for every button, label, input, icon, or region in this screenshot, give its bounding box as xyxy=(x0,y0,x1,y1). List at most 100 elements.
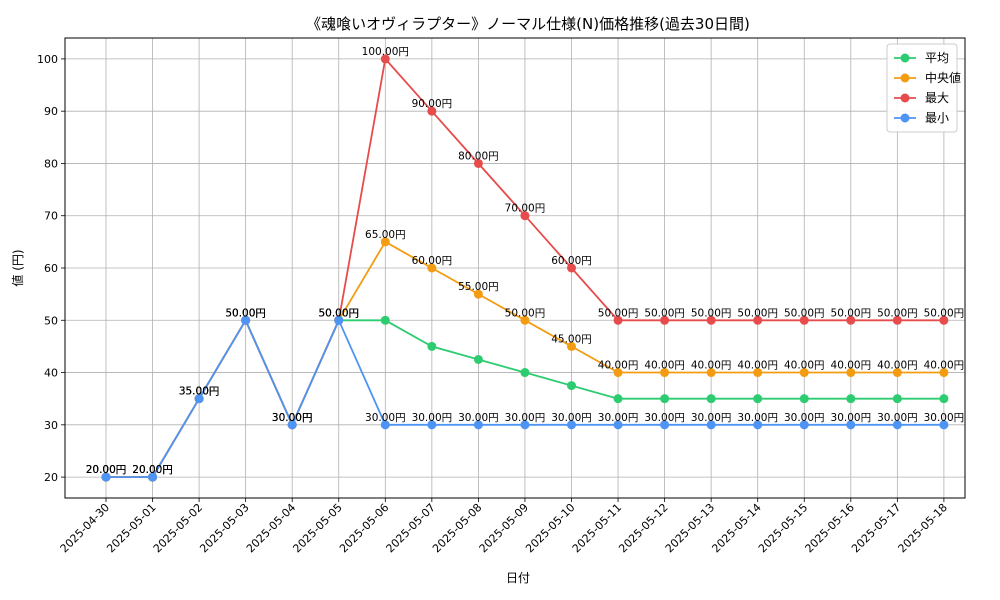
data-point xyxy=(473,354,483,364)
data-label: 35.00円 xyxy=(179,386,220,398)
data-point xyxy=(427,420,437,430)
y-tick-label: 60 xyxy=(44,262,58,275)
y-tick-label: 70 xyxy=(44,210,58,223)
data-label: 40.00円 xyxy=(784,360,825,372)
data-label: 50.00円 xyxy=(831,307,872,319)
data-point xyxy=(846,420,856,430)
data-label: 30.00円 xyxy=(877,412,918,424)
data-label: 30.00円 xyxy=(272,412,313,424)
legend-item: 最小 xyxy=(894,111,949,125)
data-label: 50.00円 xyxy=(225,307,266,319)
data-point xyxy=(334,315,344,325)
data-point xyxy=(520,211,530,221)
data-point xyxy=(846,394,856,404)
data-point xyxy=(799,368,809,378)
data-label: 20.00円 xyxy=(86,464,127,476)
data-label: 50.00円 xyxy=(691,307,732,319)
chart-title: 《魂喰いオヴィラプター》ノーマル仕様(N)価格推移(過去30日間) xyxy=(306,15,750,33)
data-label: 60.00円 xyxy=(412,255,453,267)
data-point xyxy=(753,394,763,404)
y-tick-label: 30 xyxy=(44,419,58,432)
data-point xyxy=(846,315,856,325)
data-point xyxy=(567,381,576,391)
data-label: 50.00円 xyxy=(598,307,639,319)
data-label: 50.00円 xyxy=(318,307,359,319)
data-label: 30.00円 xyxy=(784,412,825,424)
legend-item: 中央値 xyxy=(894,70,961,85)
data-label: 20.00円 xyxy=(86,464,127,476)
data-label: 45.00円 xyxy=(551,333,592,345)
data-point xyxy=(567,263,576,273)
data-label: 40.00円 xyxy=(598,360,639,372)
data-point xyxy=(520,368,530,378)
data-label: 35.00円 xyxy=(179,386,220,398)
data-label: 30.00円 xyxy=(737,412,778,424)
data-point xyxy=(939,420,949,430)
data-label: 30.00円 xyxy=(272,412,313,424)
data-point xyxy=(892,420,902,430)
data-label: 40.00円 xyxy=(644,360,685,372)
data-label: 30.00円 xyxy=(831,412,872,424)
data-point xyxy=(148,472,158,482)
data-label: 90.00円 xyxy=(412,98,453,110)
data-label: 100.00円 xyxy=(362,46,409,58)
legend-marker xyxy=(900,93,910,103)
data-labels: 20.00円 20.00円 35.00円 50.00円 30.00円 50.00円 65.0… xyxy=(86,46,964,476)
data-point xyxy=(706,315,716,325)
data-point xyxy=(799,394,809,404)
data-point xyxy=(287,420,297,430)
data-label: 50.00円 xyxy=(737,307,778,319)
y-tick-label: 50 xyxy=(44,314,58,327)
grid xyxy=(65,38,965,498)
data-label: 55.00円 xyxy=(458,281,499,293)
data-label: 70.00円 xyxy=(505,203,546,215)
legend-label: 最大 xyxy=(925,91,949,105)
data-point xyxy=(753,368,763,378)
data-point xyxy=(427,106,437,116)
series-group xyxy=(101,54,949,482)
data-point xyxy=(613,394,623,404)
data-label: 50.00円 xyxy=(225,307,266,319)
data-label: 50.00円 xyxy=(877,307,918,319)
data-point xyxy=(427,263,437,273)
legend-label: 中央値 xyxy=(925,70,961,85)
data-label: 60.00円 xyxy=(551,255,592,267)
data-label: 30.00円 xyxy=(365,412,406,424)
data-label: 50.00円 xyxy=(318,307,359,319)
data-point xyxy=(706,394,716,404)
data-label: 50.00円 xyxy=(505,307,546,319)
data-label: 20.00円 xyxy=(132,464,173,476)
data-point xyxy=(241,315,251,325)
data-point xyxy=(101,472,111,482)
data-label: 80.00円 xyxy=(458,150,499,162)
data-point xyxy=(939,368,949,378)
data-label: 30.00円 xyxy=(598,412,639,424)
data-point xyxy=(194,394,204,404)
data-label: 30.00円 xyxy=(551,412,592,424)
data-label: 20.00円 xyxy=(132,464,173,476)
legend-box xyxy=(886,43,958,133)
legend-label: 平均 xyxy=(925,51,949,65)
data-point xyxy=(660,368,670,378)
data-point xyxy=(753,420,763,430)
data-label: 35.00円 xyxy=(179,386,220,398)
data-point xyxy=(846,368,856,378)
data-point xyxy=(660,420,670,430)
y-tick-label: 40 xyxy=(44,367,58,380)
data-label: 20.00円 xyxy=(86,464,127,476)
series-最小 xyxy=(101,315,949,482)
data-label: 50.00円 xyxy=(318,307,359,319)
data-point xyxy=(520,420,530,430)
legend-item: 平均 xyxy=(894,51,949,65)
data-label: 65.00円 xyxy=(365,229,406,241)
data-label: 40.00円 xyxy=(924,360,965,372)
data-point xyxy=(799,420,809,430)
y-tick-label: 90 xyxy=(44,105,58,118)
y-tick-label: 100 xyxy=(37,53,58,66)
legend-item: 最大 xyxy=(894,91,949,105)
legend-marker xyxy=(900,113,910,123)
data-point xyxy=(427,341,437,351)
data-label: 50.00円 xyxy=(784,307,825,319)
data-label: 20.00円 xyxy=(132,464,173,476)
data-point xyxy=(613,420,623,430)
